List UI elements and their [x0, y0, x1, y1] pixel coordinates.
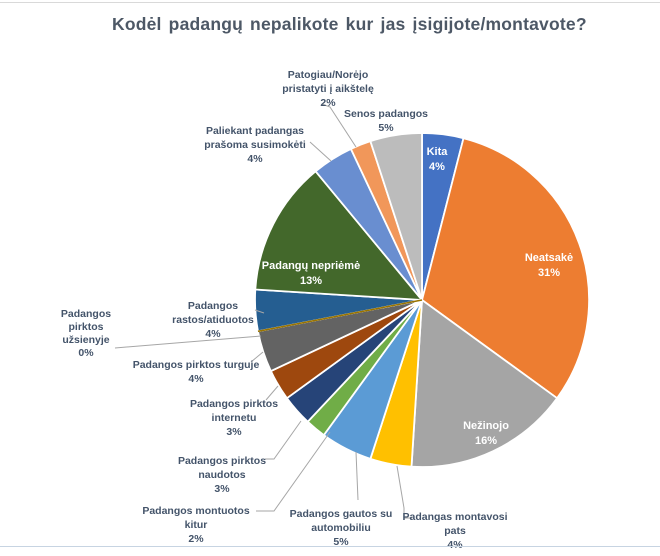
- leader-line-9: [114, 335, 262, 349]
- slice-label-8: Padangos pirktos turguje 4%: [133, 359, 260, 385]
- slice-label-10: Padangos rastos/atiduotos 4%: [172, 300, 254, 340]
- leader-line-12: [309, 141, 332, 162]
- slice-label-14: Senos padangos 5%: [344, 108, 428, 134]
- slice-label-6: Padangos pirktos naudotos 3%: [178, 455, 266, 495]
- slice-label-7: Padangos pirktos internetu 3%: [190, 398, 278, 438]
- pie-slice-11[interactable]: [254, 170, 423, 301]
- leader-line-5: [256, 431, 331, 512]
- chart-title: Kodėl padangų nepalikote kur jas įsigijo…: [112, 14, 587, 34]
- slice-label-13: Patogiau/Norėjo pristatyti į aikštelę 2%: [282, 69, 374, 109]
- leader-line-4: [355, 451, 359, 501]
- window-top-border: [0, 2, 660, 3]
- slice-label-12: Paliekant padangas prašoma susimokėti 4%: [204, 125, 306, 165]
- window-bottom-border: [0, 546, 660, 547]
- leader-line-6: [265, 420, 302, 460]
- leader-line-7: [265, 385, 279, 401]
- pie-slice-9[interactable]: [257, 299, 423, 333]
- leader-line-13: [321, 103, 357, 148]
- pie-slice-1[interactable]: [421, 137, 590, 400]
- slice-label-2: Nežinojo 16%: [463, 420, 509, 447]
- slice-label-4: Padangos gautos su automobiliu 5%: [290, 508, 393, 548]
- pie-slice-2[interactable]: [410, 299, 558, 468]
- slice-label-0: Kita 4%: [427, 146, 449, 173]
- leader-line-10: [254, 309, 265, 314]
- slice-label-9: Padangos pirktos užsienyje 0%: [61, 308, 111, 359]
- slice-label-3: Padangas montavosi pats 4%: [402, 511, 507, 551]
- slice-label-11: Padangų nepriėmė 13%: [262, 260, 360, 287]
- leader-line-3: [396, 465, 412, 519]
- leader-line-8: [250, 351, 264, 363]
- slice-label-5: Padangos montuotos kitur 2%: [142, 505, 249, 545]
- pie-slice-14[interactable]: [369, 132, 423, 301]
- slice-label-1: Neatsakė 31%: [525, 252, 573, 279]
